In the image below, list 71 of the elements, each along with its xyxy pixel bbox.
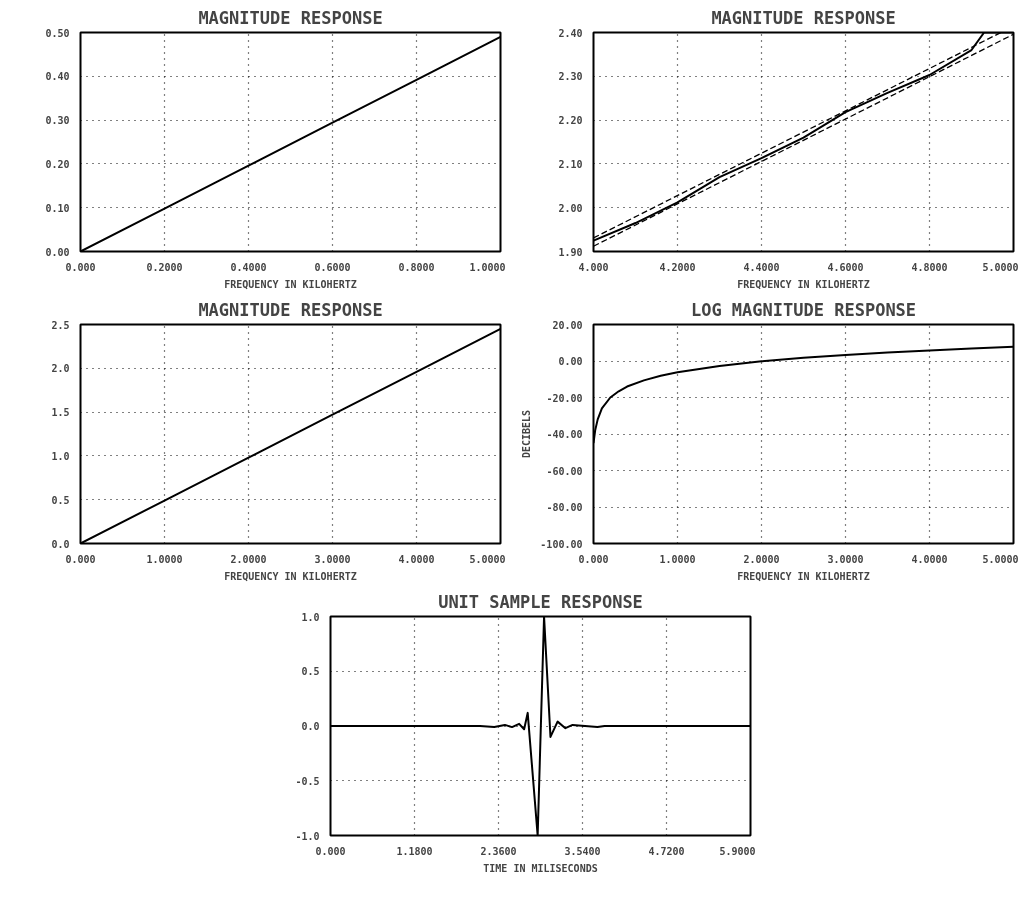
x-tick-label: 4.8000 (911, 261, 948, 273)
x-tick-label: 0.000 (315, 845, 346, 857)
y-tick-label: -1.0 (295, 830, 320, 842)
y-tick-label: -60.00 (546, 465, 583, 477)
x-tick-label: 0.4000 (230, 261, 267, 273)
x-axis-title: FREQUENCY IN KILOHERTZ (224, 570, 357, 582)
y-tick-label: 2.20 (558, 115, 583, 127)
y-tick-label: 0.00 (558, 356, 583, 367)
x-tick-label: 1.1800 (396, 845, 433, 857)
y-tick-label: 0.10 (45, 202, 70, 214)
y-tick-label: 2.30 (558, 71, 583, 83)
x-tick-label: 5.0000 (469, 553, 506, 565)
x-axis-title: FREQUENCY IN KILOHERTZ (224, 278, 357, 290)
x-tick-label: 2.0000 (743, 553, 780, 565)
y-tick-label: 0.5 (51, 494, 70, 506)
y-axis-title: DECIBELS (521, 409, 533, 459)
x-tick-label: 2.0000 (230, 553, 267, 565)
x-tick-label: 5.0000 (982, 553, 1019, 565)
x-tick-label: 3.0000 (827, 553, 864, 565)
x-tick-label: 2.3600 (480, 845, 517, 857)
chart-title: MAGNITUDE RESPONSE (711, 7, 896, 28)
y-tick-label: 0.0 (51, 538, 70, 550)
y-tick-label: 0.5 (301, 666, 320, 678)
y-tick-label: -0.5 (295, 775, 320, 787)
y-tick-label: 0.0 (301, 721, 320, 732)
x-tick-label: 0.000 (65, 261, 96, 273)
x-tick-label: 5.0000 (982, 261, 1019, 273)
y-tick-label: -40.00 (546, 429, 583, 440)
y-tick-label: 0.30 (45, 115, 70, 127)
x-axis-title: FREQUENCY IN KILOHERTZ (737, 278, 870, 290)
x-tick-label: 1.0000 (659, 553, 696, 565)
y-tick-label: 1.0 (51, 450, 70, 462)
x-tick-label: 4.7200 (648, 845, 685, 857)
y-tick-label: 1.5 (51, 407, 70, 419)
x-tick-label: 4.0000 (911, 553, 948, 565)
y-tick-label: 0.40 (45, 71, 70, 83)
y-tick-label: 2.10 (558, 158, 583, 170)
x-axis-title: FREQUENCY IN KILOHERTZ (737, 570, 870, 582)
y-tick-label: -20.00 (546, 392, 583, 404)
x-tick-label: 0.000 (578, 553, 609, 565)
x-tick-label: 3.0000 (314, 553, 351, 565)
y-tick-label: 2.5 (51, 319, 70, 331)
y-tick-label: 2.0 (51, 363, 70, 375)
x-tick-label: 4.0000 (398, 553, 435, 565)
x-tick-label: 5.9000 (719, 845, 756, 857)
y-tick-label: 0.20 (45, 158, 70, 170)
x-tick-label: 1.0000 (469, 261, 506, 273)
chart-title: LOG MAGNITUDE RESPONSE (690, 299, 917, 320)
x-tick-label: 1.0000 (146, 553, 183, 565)
x-tick-label: 4.4000 (743, 261, 780, 273)
y-tick-label: 2.40 (558, 27, 583, 39)
chart-title: UNIT SAMPLE RESPONSE (438, 591, 643, 612)
chart-title: MAGNITUDE RESPONSE (198, 299, 383, 320)
x-tick-label: 0.2000 (146, 261, 183, 273)
y-tick-label: 1.0 (301, 611, 320, 623)
chart-title: MAGNITUDE RESPONSE (198, 7, 383, 28)
y-tick-label: 2.00 (558, 202, 583, 214)
x-tick-label: 4.000 (578, 261, 609, 273)
y-tick-label: 1.90 (558, 246, 583, 258)
y-tick-label: 0.00 (45, 246, 70, 258)
x-tick-label: 4.6000 (827, 261, 864, 273)
x-tick-label: 0.8000 (398, 261, 435, 273)
y-tick-label: 20.00 (552, 319, 583, 331)
x-tick-label: 3.5400 (564, 845, 601, 857)
x-tick-label: 4.2000 (659, 261, 696, 273)
x-axis-title: TIME IN MILISECONDS (483, 862, 598, 874)
x-tick-label: 0.6000 (314, 261, 351, 273)
x-tick-label: 0.000 (65, 553, 96, 565)
y-tick-label: 0.50 (45, 27, 70, 39)
y-tick-label: -80.00 (546, 502, 583, 513)
y-tick-label: -100.00 (540, 538, 583, 550)
